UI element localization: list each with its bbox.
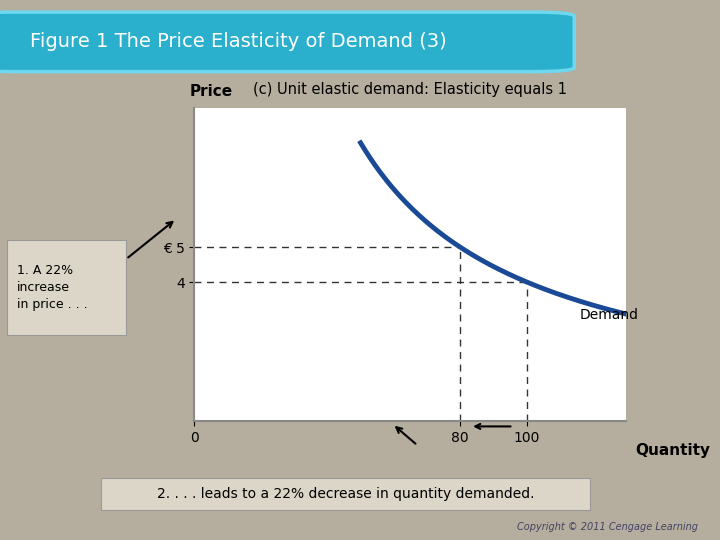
FancyBboxPatch shape [0,12,575,72]
Text: Price: Price [190,84,233,99]
FancyBboxPatch shape [7,240,126,335]
Text: Quantity: Quantity [635,443,710,458]
FancyBboxPatch shape [101,478,590,510]
Text: Figure 1 The Price Elasticity of Demand (3): Figure 1 The Price Elasticity of Demand … [30,32,446,51]
Text: Copyright © 2011 Cengage Learning: Copyright © 2011 Cengage Learning [518,522,698,532]
Text: 1. A 22%
increase
in price . . .: 1. A 22% increase in price . . . [17,264,87,311]
Text: Demand: Demand [580,308,639,322]
Text: 2. . . . leads to a 22% decrease in quantity demanded.: 2. . . . leads to a 22% decrease in quan… [157,487,534,501]
Text: (c) Unit elastic demand: Elasticity equals 1: (c) Unit elastic demand: Elasticity equa… [253,82,567,97]
